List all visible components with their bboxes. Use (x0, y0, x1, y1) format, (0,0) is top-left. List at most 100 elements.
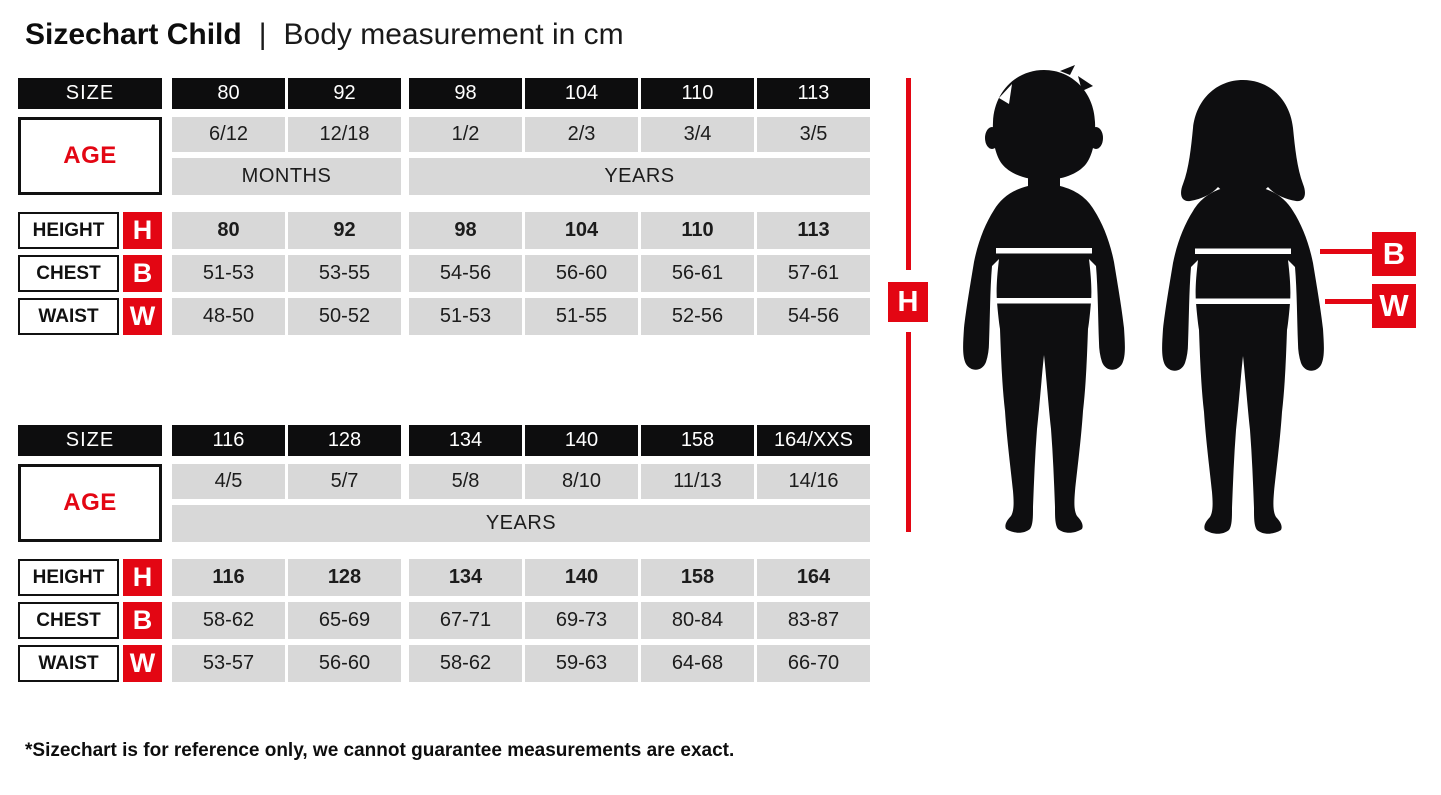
waist-value: 52-56 (641, 298, 754, 335)
waist-letter-badge: W (123, 645, 162, 682)
size-tables: SIZE 80 92 98 104 110 113 AGE 6/12 12/18… (18, 78, 870, 682)
chest-value: 80-84 (641, 602, 754, 639)
unit-group-years: YEARS (409, 158, 870, 195)
size-header-row: SIZE 80 92 98 104 110 113 (18, 78, 870, 109)
chest-row-label: CHEST (18, 255, 119, 292)
age-value: 12/18 (288, 117, 401, 152)
waist-marker-badge: W (1372, 284, 1416, 328)
waist-value: 58-62 (409, 645, 522, 682)
height-letter-badge: H (123, 212, 162, 249)
chest-value: 51-53 (172, 255, 285, 292)
waist-row: WAIST W 53-57 56-60 58-62 59-63 64-68 66… (18, 645, 870, 682)
age-values-area: 6/12 12/18 1/2 2/3 3/4 3/5 MONTHS YEARS (172, 117, 870, 195)
size-col-header: 158 (641, 425, 754, 456)
column-spacer (162, 255, 172, 292)
waist-letter-badge: W (123, 298, 162, 335)
waist-value: 48-50 (172, 298, 285, 335)
waist-value: 53-57 (172, 645, 285, 682)
waist-row-label: WAIST (18, 298, 119, 335)
chest-value: 67-71 (409, 602, 522, 639)
age-value: 3/4 (641, 117, 754, 152)
height-value: 140 (525, 559, 638, 596)
height-row: HEIGHT H 80 92 98 104 110 113 (18, 212, 870, 249)
boy-silhouette (963, 65, 1125, 533)
height-value: 110 (641, 212, 754, 249)
page-title: Sizechart Child | Body measurement in cm (25, 18, 624, 52)
age-value: 14/16 (757, 464, 870, 499)
waist-value: 51-55 (525, 298, 638, 335)
height-letter-badge: H (123, 559, 162, 596)
chest-letter-badge: B (123, 255, 162, 292)
height-value: 104 (525, 212, 638, 249)
girl-silhouette (1162, 80, 1324, 534)
column-spacer (162, 425, 172, 456)
chest-value: 57-61 (757, 255, 870, 292)
size-col-header: 80 (172, 78, 285, 109)
chest-marker-badge: B (1372, 232, 1416, 276)
height-value: 164 (757, 559, 870, 596)
age-values-area: 4/5 5/7 5/8 8/10 11/13 14/16 YEARS (172, 464, 870, 542)
size-table-large: SIZE 116 128 134 140 158 164/XXS AGE 4/5… (18, 425, 870, 682)
size-col-header: 104 (525, 78, 638, 109)
size-col-header: 113 (757, 78, 870, 109)
age-values-row: 4/5 5/7 5/8 8/10 11/13 14/16 (172, 464, 870, 499)
waist-value: 54-56 (757, 298, 870, 335)
chest-row-label: CHEST (18, 602, 119, 639)
body-measurement-figure: H (880, 58, 1441, 558)
size-table-small: SIZE 80 92 98 104 110 113 AGE 6/12 12/18… (18, 78, 870, 335)
height-value: 134 (409, 559, 522, 596)
age-row-label: AGE (18, 464, 162, 542)
height-marker-badge: H (888, 282, 928, 322)
height-measure-line-bottom (906, 332, 911, 532)
age-value: 5/8 (409, 464, 522, 499)
size-header-row: SIZE 116 128 134 140 158 164/XXS (18, 425, 870, 456)
age-row-label: AGE (18, 117, 162, 195)
height-value: 116 (172, 559, 285, 596)
column-spacer (162, 464, 172, 542)
title-main: Sizechart Child (25, 18, 242, 51)
size-col-header: 116 (172, 425, 285, 456)
chest-row: CHEST B 51-53 53-55 54-56 56-60 56-61 57… (18, 255, 870, 292)
age-value: 3/5 (757, 117, 870, 152)
chest-value: 83-87 (757, 602, 870, 639)
age-values-row: 6/12 12/18 1/2 2/3 3/4 3/5 (172, 117, 870, 152)
title-separator: | (258, 18, 267, 51)
disclaimer-footnote: *Sizechart is for reference only, we can… (25, 740, 735, 761)
column-spacer (162, 559, 172, 596)
column-spacer (162, 298, 172, 335)
height-value: 80 (172, 212, 285, 249)
size-col-header: 92 (288, 78, 401, 109)
age-value: 1/2 (409, 117, 522, 152)
waist-value: 59-63 (525, 645, 638, 682)
height-row: HEIGHT H 116 128 134 140 158 164 (18, 559, 870, 596)
chest-value: 65-69 (288, 602, 401, 639)
height-value: 98 (409, 212, 522, 249)
chest-value: 54-56 (409, 255, 522, 292)
waist-value: 50-52 (288, 298, 401, 335)
chest-value: 56-61 (641, 255, 754, 292)
size-col-header: 164/XXS (757, 425, 870, 456)
unit-group-years: YEARS (172, 505, 870, 542)
chest-row: CHEST B 58-62 65-69 67-71 69-73 80-84 83… (18, 602, 870, 639)
unit-group-months: MONTHS (172, 158, 401, 195)
column-spacer (162, 602, 172, 639)
height-value: 113 (757, 212, 870, 249)
height-value: 128 (288, 559, 401, 596)
chest-value: 58-62 (172, 602, 285, 639)
size-row-label: SIZE (18, 78, 162, 109)
age-value: 11/13 (641, 464, 754, 499)
height-value: 92 (288, 212, 401, 249)
chest-value: 69-73 (525, 602, 638, 639)
waist-value: 66-70 (757, 645, 870, 682)
age-section: AGE 4/5 5/7 5/8 8/10 11/13 14/16 YEARS (18, 464, 870, 542)
size-row-label: SIZE (18, 425, 162, 456)
size-col-header: 134 (409, 425, 522, 456)
chest-callout-line (1320, 249, 1373, 254)
height-row-label: HEIGHT (18, 212, 119, 249)
size-col-header: 140 (525, 425, 638, 456)
waist-row-label: WAIST (18, 645, 119, 682)
title-subtitle: Body measurement in cm (283, 18, 624, 51)
size-col-header: 128 (288, 425, 401, 456)
waist-value: 64-68 (641, 645, 754, 682)
